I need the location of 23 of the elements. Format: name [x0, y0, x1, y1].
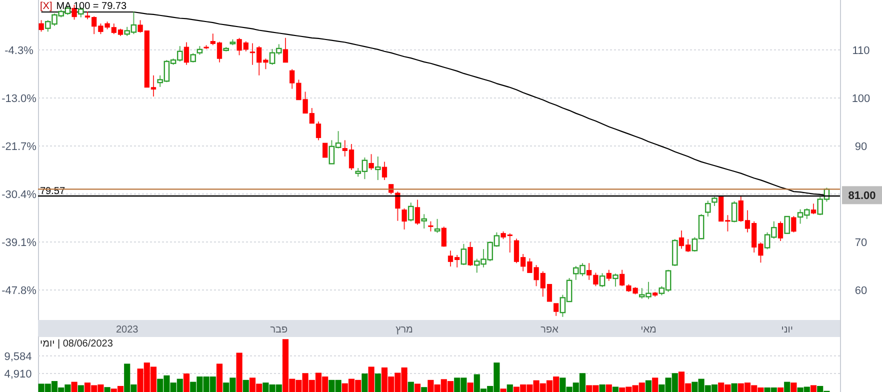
y-tick-label: 90: [854, 140, 868, 153]
y2-tick-label: -47.8%: [2, 284, 37, 297]
y-tick-label: 9,584: [4, 350, 32, 363]
x-tick-label: מרץ: [396, 324, 414, 336]
ref-line-label: 81.00: [848, 190, 876, 202]
y-tick-label: 60: [854, 284, 868, 297]
chart-title: 08/06/2023 | יומי: [40, 338, 114, 350]
x-tick-label: 2023: [116, 324, 139, 336]
x-tick-label: יוני: [781, 324, 793, 336]
y2-tick-label: -21.7%: [2, 140, 37, 153]
y2-tick-label: -13.0%: [2, 92, 37, 105]
y2-tick-label: -39.1%: [2, 236, 37, 249]
x-tick-label: מאי: [640, 324, 656, 336]
y-tick-label: 70: [854, 236, 868, 249]
ref-line-label: 79.57: [40, 186, 66, 198]
y-tick-label: 4,910: [4, 368, 32, 380]
x-tick-label: אפר: [540, 324, 560, 336]
y-tick-label: 110: [852, 44, 870, 57]
y2-tick-label: -4.3%: [4, 44, 34, 57]
y-tick-label: 100: [852, 92, 870, 105]
y2-tick-label: -30.4%: [2, 188, 37, 201]
x-tick-label: פבר: [270, 324, 288, 336]
annotation: [X]: [40, 1, 52, 12]
